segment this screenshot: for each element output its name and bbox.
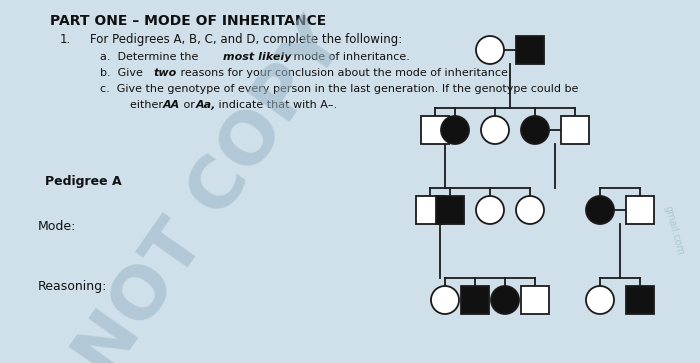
Bar — [461, 286, 489, 314]
Circle shape — [481, 116, 509, 144]
Text: gmail.com: gmail.com — [662, 204, 685, 256]
Text: two: two — [154, 68, 177, 78]
Text: For Pedigrees A, B, C, and D, complete the following:: For Pedigrees A, B, C, and D, complete t… — [90, 33, 402, 46]
Text: 1.: 1. — [60, 33, 71, 46]
Bar — [521, 286, 549, 314]
Bar — [561, 116, 589, 144]
Circle shape — [476, 196, 504, 224]
Circle shape — [441, 116, 469, 144]
Circle shape — [491, 286, 519, 314]
Text: a.  Determine the: a. Determine the — [100, 52, 202, 62]
Circle shape — [476, 36, 504, 64]
Circle shape — [431, 286, 459, 314]
Circle shape — [521, 116, 549, 144]
Bar — [421, 116, 449, 144]
Text: or: or — [180, 100, 198, 110]
Circle shape — [586, 286, 614, 314]
Bar — [436, 196, 464, 224]
Bar — [516, 36, 544, 64]
Bar — [626, 286, 654, 314]
Text: Mode:: Mode: — [38, 220, 76, 233]
Text: either: either — [130, 100, 167, 110]
Text: reasons for your conclusion about the mode of inheritance.: reasons for your conclusion about the mo… — [177, 68, 512, 78]
Text: Reasoning:: Reasoning: — [38, 280, 107, 293]
Text: most likely: most likely — [223, 52, 291, 62]
Text: indicate that with A–.: indicate that with A–. — [215, 100, 337, 110]
Circle shape — [586, 196, 614, 224]
Text: PART ONE – MODE OF INHERITANCE: PART ONE – MODE OF INHERITANCE — [50, 14, 326, 28]
Circle shape — [516, 196, 544, 224]
Text: c.  Give the genotype of every person in the last generation. If the genotype co: c. Give the genotype of every person in … — [100, 84, 578, 94]
Text: AA: AA — [163, 100, 181, 110]
Text: Aa,: Aa, — [196, 100, 216, 110]
Text: DO NOT COPY: DO NOT COPY — [0, 10, 360, 363]
Text: b.  Give: b. Give — [100, 68, 146, 78]
Text: mode of inheritance.: mode of inheritance. — [290, 52, 410, 62]
Text: Pedigree A: Pedigree A — [45, 175, 122, 188]
Bar — [416, 196, 444, 224]
Bar — [626, 196, 654, 224]
